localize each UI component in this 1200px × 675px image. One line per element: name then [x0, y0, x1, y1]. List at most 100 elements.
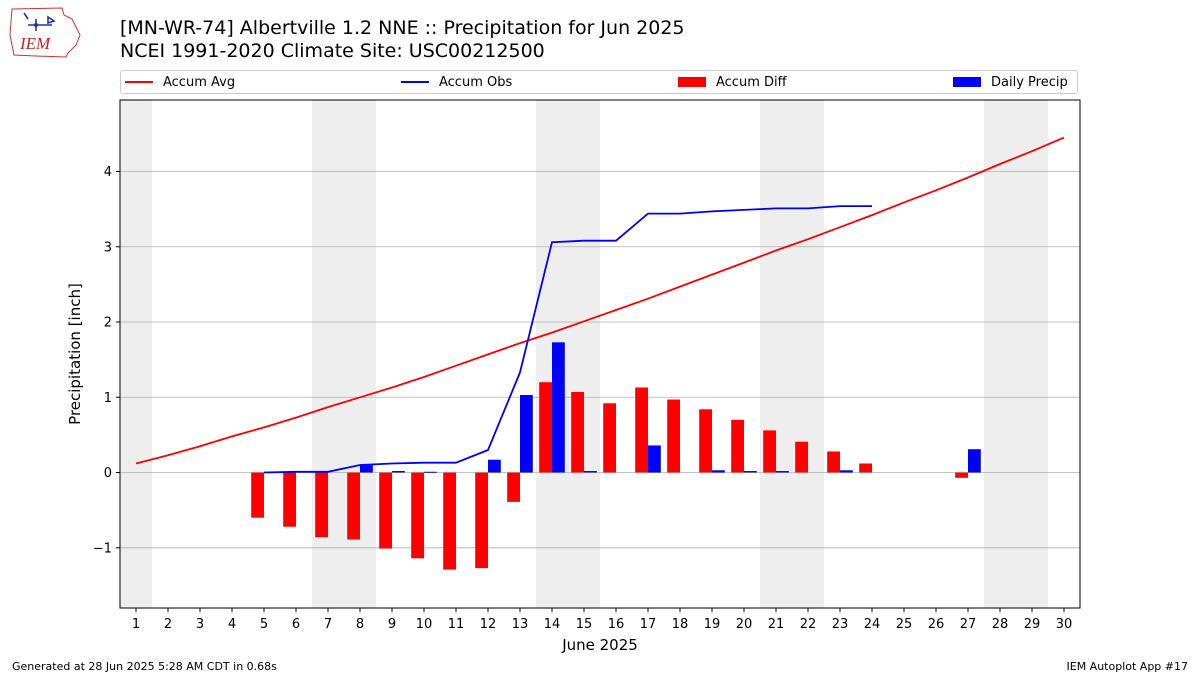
daily-precip-bar	[520, 395, 533, 473]
legend-entry-accum-avg: Accum Avg	[125, 71, 235, 93]
y-tick-label: 1	[104, 391, 112, 406]
plot-frame	[119, 99, 1081, 609]
x-tick-label: 6	[292, 617, 300, 632]
accum-diff-bar	[507, 472, 520, 502]
daily-precip-bar	[552, 342, 565, 473]
x-tick-label: 2	[164, 617, 172, 632]
daily-precip-bar	[840, 470, 853, 473]
x-tick-label: 3	[196, 617, 204, 632]
x-tick-label: 20	[736, 617, 753, 632]
x-tick-label: 30	[1056, 617, 1073, 632]
accum-diff-bar	[315, 472, 328, 538]
daily-precip-bar	[968, 449, 981, 473]
accum-diff-bar	[699, 409, 712, 473]
y-tick-label: 2	[104, 316, 112, 331]
x-tick-label: 17	[640, 617, 657, 632]
accum-diff-bar	[635, 387, 648, 473]
x-tick-label: 28	[992, 617, 1009, 632]
x-tick-label: 11	[448, 617, 465, 632]
accum-diff-bar	[795, 441, 808, 473]
weekend-shade	[984, 100, 1048, 608]
accum-diff-bar	[251, 472, 264, 518]
x-tick-label: 22	[800, 617, 817, 632]
accum-avg-line	[135, 136, 1065, 465]
daily-precip-bar	[392, 471, 405, 473]
logo-text: IEM	[19, 34, 51, 53]
vane-hub-icon	[34, 23, 38, 27]
weekend-shade	[120, 100, 152, 608]
accum-diff-bar	[475, 472, 488, 569]
y-tick-label: 3	[104, 240, 112, 255]
accum-diff-bar	[347, 472, 360, 540]
accum-diff-bar	[731, 419, 744, 473]
weekend-shade	[536, 100, 600, 608]
accum-diff-bar	[411, 472, 424, 559]
accum-diff-bar	[379, 472, 392, 549]
x-tick-label: 24	[864, 617, 881, 632]
daily-precip-bar	[360, 465, 373, 473]
accum-diff-bar	[955, 472, 968, 478]
x-tick-label: 23	[832, 617, 849, 632]
x-tick-label: 12	[480, 617, 497, 632]
x-tick-label: 15	[576, 617, 593, 632]
x-tick-label: 13	[512, 617, 529, 632]
x-tick-label: 10	[416, 617, 433, 632]
legend-label-accum-diff: Accum Diff	[716, 74, 787, 90]
x-tick-label: 1	[132, 617, 140, 632]
x-tick-label: 29	[1024, 617, 1041, 632]
x-tick-label: 26	[928, 617, 945, 632]
daily-precip-bar	[488, 459, 501, 473]
chart-title: [MN-WR-74] Albertville 1.2 NNE :: Precip…	[120, 17, 685, 39]
state-outline-icon	[9, 7, 81, 58]
x-tick-label: 18	[672, 617, 689, 632]
accum-diff-bar	[763, 430, 776, 473]
y-tick-label: 0	[104, 466, 112, 481]
legend-entry-daily-precip: Daily Precip	[953, 71, 1068, 93]
x-tick-label: 19	[704, 617, 721, 632]
daily-precip-bar	[648, 445, 661, 473]
x-tick-label: 27	[960, 617, 977, 632]
legend-label-daily-precip: Daily Precip	[991, 74, 1068, 90]
x-tick-label: 14	[544, 617, 561, 632]
legend-label-accum-obs: Accum Obs	[439, 74, 513, 90]
accum-diff-bar	[539, 382, 552, 473]
accum-diff-bar	[859, 463, 872, 473]
accum-diff-bar	[667, 399, 680, 473]
y-axis-label: Precipitation [inch]	[66, 283, 84, 425]
iem-logo: IEM	[9, 7, 81, 58]
accum-diff-bar	[603, 403, 616, 473]
legend-swatch-accum-diff	[678, 77, 706, 87]
daily-precip-bar	[776, 471, 789, 473]
legend-swatch-daily-precip	[953, 77, 981, 87]
y-tick-label: 4	[104, 165, 112, 180]
accum-diff-bar	[571, 392, 584, 473]
legend-swatch-accum-obs	[401, 81, 429, 83]
legend-label-accum-avg: Accum Avg	[163, 74, 236, 90]
x-tick-label: 16	[608, 617, 625, 632]
accum-diff-bar	[827, 451, 840, 473]
x-axis-label: June 2025	[561, 636, 638, 654]
x-tick-label: 21	[768, 617, 785, 632]
accum-diff-bar	[443, 472, 456, 570]
x-tick-label: 5	[260, 617, 268, 632]
legend-entry-accum-diff: Accum Diff	[678, 71, 787, 93]
daily-precip-bar	[424, 471, 437, 473]
x-tick-label: 25	[896, 617, 913, 632]
x-tick-label: 9	[388, 617, 396, 632]
generated-timestamp: Generated at 28 Jun 2025 5:28 AM CDT in …	[12, 660, 277, 673]
chart-legend: Accum Avg Accum Obs Accum Diff Daily Pre…	[120, 70, 1078, 94]
daily-precip-bar	[744, 471, 757, 473]
y-tick-label: −1	[93, 541, 112, 556]
daily-precip-bar	[584, 471, 597, 473]
accum-diff-bar	[283, 472, 296, 527]
weekend-shade	[760, 100, 824, 608]
daily-precip-bar	[712, 470, 725, 473]
legend-swatch-accum-avg	[125, 81, 153, 83]
chart-subtitle: NCEI 1991-2020 Climate Site: USC00212500	[120, 40, 545, 62]
x-tick-label: 4	[228, 617, 236, 632]
legend-entry-accum-obs: Accum Obs	[401, 71, 512, 93]
app-label: IEM Autoplot App #17	[1066, 660, 1189, 673]
x-tick-label: 7	[324, 617, 332, 632]
x-tick-label: 8	[356, 617, 364, 632]
